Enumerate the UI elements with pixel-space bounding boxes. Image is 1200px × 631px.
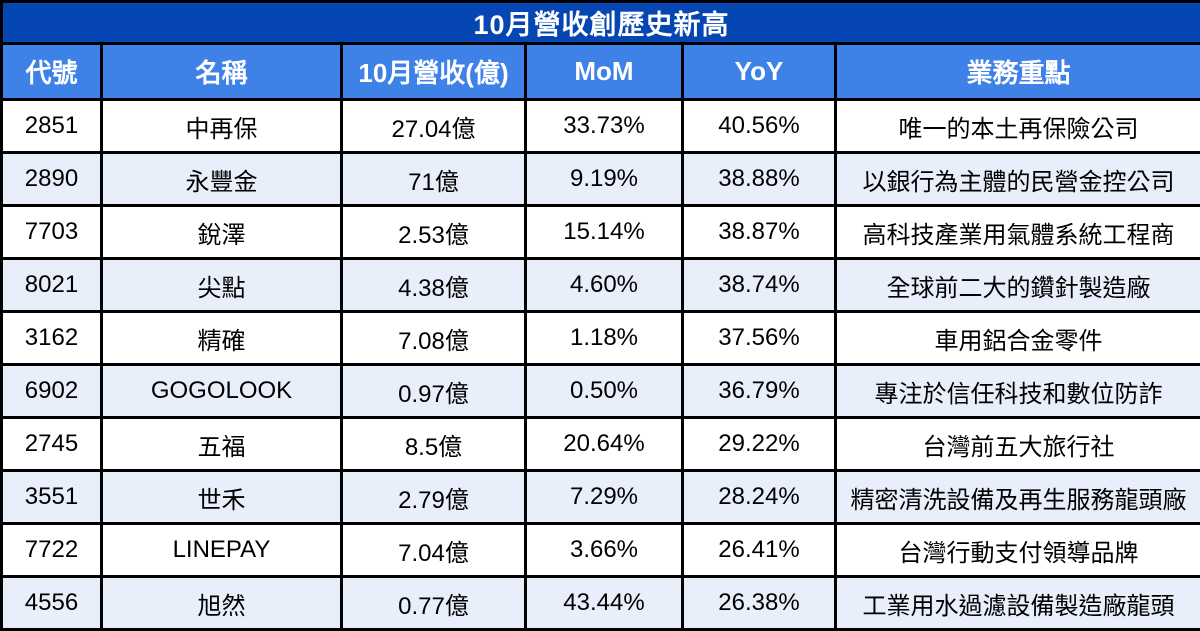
highlight-cell: 專注於信任科技和數位防詐	[836, 365, 1200, 418]
stock-name-cell: GOGOLOOK	[102, 365, 342, 418]
highlight-cell: 全球前二大的鑽針製造廠	[836, 259, 1200, 312]
yoy-cell: 37.56%	[683, 312, 836, 365]
yoy-cell: 40.56%	[683, 100, 836, 153]
mom-cell: 43.44%	[526, 577, 683, 630]
column-header-mom: MoM	[526, 44, 683, 100]
yoy-cell: 36.79%	[683, 365, 836, 418]
yoy-cell: 38.74%	[683, 259, 836, 312]
mom-cell: 20.64%	[526, 418, 683, 471]
revenue-cell: 71億	[342, 153, 526, 206]
stock-name-cell: 世禾	[102, 471, 342, 524]
highlight-cell: 台灣前五大旅行社	[836, 418, 1200, 471]
stock-name-cell: 五福	[102, 418, 342, 471]
stock-code-cell: 6902	[2, 365, 102, 418]
stock-name-cell: 銳澤	[102, 206, 342, 259]
stock-code-cell: 8021	[2, 259, 102, 312]
revenue-cell: 7.08億	[342, 312, 526, 365]
revenue-cell: 0.77億	[342, 577, 526, 630]
column-header-highlight: 業務重點	[836, 44, 1200, 100]
highlight-cell: 車用鋁合金零件	[836, 312, 1200, 365]
revenue-cell: 7.04億	[342, 524, 526, 577]
highlight-cell: 工業用水過濾設備製造廠龍頭	[836, 577, 1200, 630]
stock-code-cell: 7703	[2, 206, 102, 259]
mom-cell: 1.18%	[526, 312, 683, 365]
column-header-row: 代號 名稱 10月營收(億) MoM YoY 業務重點	[2, 44, 1200, 100]
revenue-cell: 8.5億	[342, 418, 526, 471]
yoy-cell: 28.24%	[683, 471, 836, 524]
mom-cell: 3.66%	[526, 524, 683, 577]
stock-code-cell: 4556	[2, 577, 102, 630]
title-row: 10月營收創歷史新高	[2, 2, 1200, 44]
stock-code-cell: 2890	[2, 153, 102, 206]
revenue-cell: 2.79億	[342, 471, 526, 524]
highlight-cell: 精密清洗設備及再生服務龍頭廠	[836, 471, 1200, 524]
stock-code-cell: 7722	[2, 524, 102, 577]
highlight-cell: 台灣行動支付領導品牌	[836, 524, 1200, 577]
stock-name-cell: 精確	[102, 312, 342, 365]
stock-code-cell: 2745	[2, 418, 102, 471]
column-header-name: 名稱	[102, 44, 342, 100]
mom-cell: 7.29%	[526, 471, 683, 524]
yoy-cell: 38.88%	[683, 153, 836, 206]
mom-cell: 4.60%	[526, 259, 683, 312]
column-header-revenue: 10月營收(億)	[342, 44, 526, 100]
yoy-cell: 38.87%	[683, 206, 836, 259]
mom-cell: 33.73%	[526, 100, 683, 153]
mom-cell: 0.50%	[526, 365, 683, 418]
stock-name-cell: LINEPAY	[102, 524, 342, 577]
stock-code-cell: 3551	[2, 471, 102, 524]
stock-code-cell: 3162	[2, 312, 102, 365]
yoy-cell: 26.38%	[683, 577, 836, 630]
highlight-cell: 高科技產業用氣體系統工程商	[836, 206, 1200, 259]
revenue-cell: 4.38億	[342, 259, 526, 312]
revenue-cell: 2.53億	[342, 206, 526, 259]
stock-name-cell: 永豐金	[102, 153, 342, 206]
page-title: 10月營收創歷史新高	[2, 2, 1200, 44]
highlight-cell: 唯一的本土再保險公司	[836, 100, 1200, 153]
column-header-code: 代號	[2, 44, 102, 100]
stock-name-cell: 中再保	[102, 100, 342, 153]
stock-name-cell: 尖點	[102, 259, 342, 312]
mom-cell: 15.14%	[526, 206, 683, 259]
revenue-cell: 27.04億	[342, 100, 526, 153]
highlight-cell: 以銀行為主體的民營金控公司	[836, 153, 1200, 206]
mom-cell: 9.19%	[526, 153, 683, 206]
stock-code-cell: 2851	[2, 100, 102, 153]
yoy-cell: 29.22%	[683, 418, 836, 471]
column-header-yoy: YoY	[683, 44, 836, 100]
stock-name-cell: 旭然	[102, 577, 342, 630]
yoy-cell: 26.41%	[683, 524, 836, 577]
revenue-cell: 0.97億	[342, 365, 526, 418]
